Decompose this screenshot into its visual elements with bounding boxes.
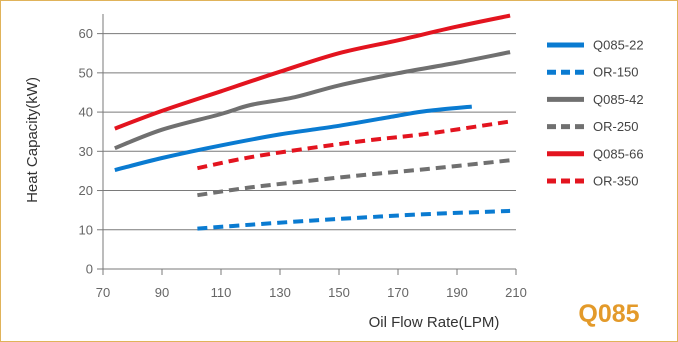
series-line-or-250 <box>197 158 511 198</box>
series-layer <box>114 13 511 231</box>
legend-label-or-250: OR-250 <box>593 119 639 134</box>
legend-layer: Q085-22 OR-150 Q085-42 OR-250 Q085-66 OR-350 <box>547 38 644 189</box>
y-tick-label-30: 30 <box>79 144 93 159</box>
axis-layer: 0 10 20 30 40 50 60 70 90 110 130 150 170 190 210 <box>79 14 527 300</box>
brand-label: Q085 <box>578 300 639 328</box>
x-tick-label-90: 90 <box>155 285 169 300</box>
series-line-q085-22 <box>114 104 472 173</box>
x-tick-label-170: 170 <box>387 285 409 300</box>
x-tick-label-110: 110 <box>211 285 232 300</box>
y-tick-label-20: 20 <box>79 183 93 198</box>
series-line-or-350 <box>196 119 511 171</box>
legend-label-q085-66: Q085-66 <box>593 146 644 161</box>
y-tick-label-10: 10 <box>79 222 93 237</box>
x-tick-label-210: 210 <box>505 285 527 300</box>
x-tick-label-150: 150 <box>328 285 350 300</box>
x-axis-label: Oil Flow Rate(LPM) <box>369 314 500 331</box>
y-axis-label: Heat Capacity(kW) <box>24 77 41 203</box>
x-tick-label-70: 70 <box>96 285 110 300</box>
legend-label-or-150: OR-150 <box>593 65 639 80</box>
legend-label-q085-22: Q085-22 <box>593 38 644 53</box>
legend-label-q085-42: Q085-42 <box>593 92 644 107</box>
grid-layer <box>103 33 516 270</box>
series-line-or-150 <box>197 208 511 231</box>
x-tick-label-130: 130 <box>269 285 291 300</box>
y-tick-label-40: 40 <box>79 105 93 120</box>
y-tick-label-60: 60 <box>79 26 93 41</box>
series-line-q085-66 <box>114 13 511 131</box>
y-tick-label-50: 50 <box>79 65 93 80</box>
y-tick-label-0: 0 <box>86 262 93 277</box>
legend-label-or-350: OR-350 <box>593 174 639 189</box>
x-tick-label-190: 190 <box>446 285 468 300</box>
series-line-q085-42 <box>114 50 511 151</box>
